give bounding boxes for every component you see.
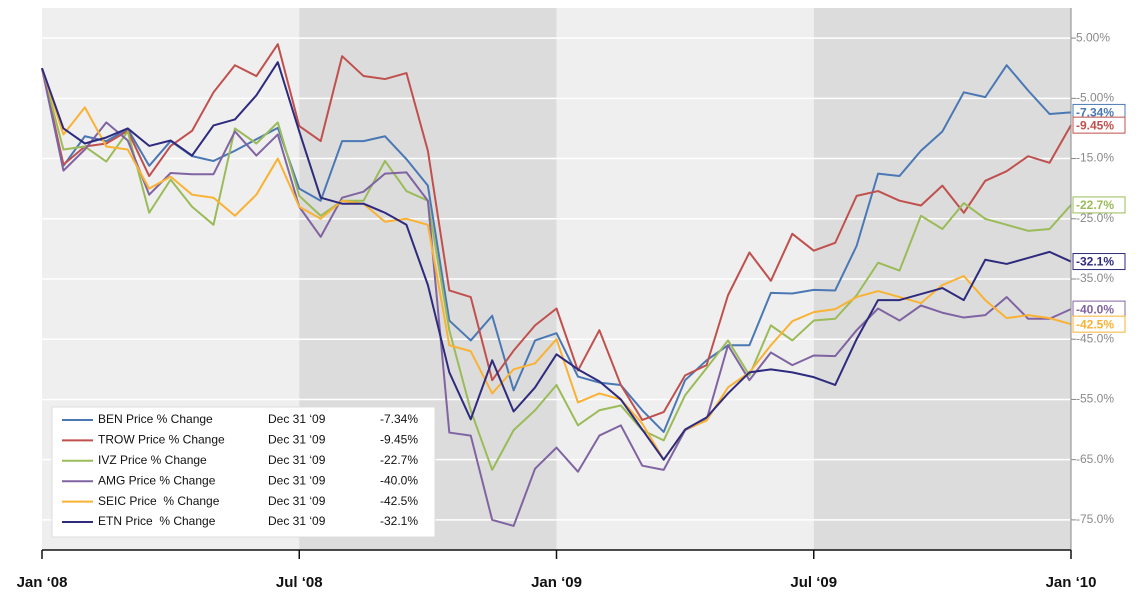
end-tag-box bbox=[1072, 315, 1126, 333]
legend-date: Dec 31 ‘09 bbox=[268, 514, 326, 528]
axes: 5.00% -5.00% -15.0% -25.0% -35.0% -45.0% -55.0… bbox=[17, 8, 1126, 591]
end-tag-box bbox=[1072, 253, 1126, 271]
end-tag-box bbox=[1072, 196, 1126, 214]
series-line bbox=[41, 67, 1072, 461]
legend-value: -32.1% bbox=[380, 514, 418, 528]
legend-value: -22.7% bbox=[380, 453, 418, 467]
legend: BEN Price % Change Dec 31 ‘09 -7.34% TROW P… bbox=[51, 406, 436, 538]
x-tick-label: Jan ‘08 bbox=[17, 574, 68, 591]
legend-value: -9.45% bbox=[380, 433, 418, 447]
end-tag: -40.0% bbox=[1076, 302, 1114, 316]
end-tag: -22.7% bbox=[1076, 198, 1114, 212]
legend-label: ETN Price % Change bbox=[98, 514, 216, 528]
y-tick-label: -15.0% bbox=[1076, 151, 1114, 165]
series-line bbox=[41, 61, 1072, 461]
end-tag: -32.1% bbox=[1076, 255, 1114, 269]
y-tick-label: 5.00% bbox=[1076, 30, 1110, 44]
legend-value: -40.0% bbox=[380, 473, 418, 487]
legend-label: IVZ Price % Change bbox=[98, 453, 207, 467]
y-tick-label: -5.00% bbox=[1076, 91, 1114, 105]
legend-date: Dec 31 ‘09 bbox=[268, 412, 326, 426]
legend-label: SEIC Price % Change bbox=[98, 494, 220, 508]
x-tick-label: Jan ‘10 bbox=[1046, 574, 1097, 591]
legend-date: Dec 31 ‘09 bbox=[268, 453, 326, 467]
y-tick-label: -75.0% bbox=[1076, 512, 1114, 526]
y-tick-label: -55.0% bbox=[1076, 392, 1114, 406]
legend-date: Dec 31 ‘09 bbox=[268, 473, 326, 487]
end-tag: -7.34% bbox=[1076, 106, 1114, 120]
series-line bbox=[41, 64, 1072, 433]
y-tick-label: -45.0% bbox=[1076, 331, 1114, 345]
y-tick-label: -35.0% bbox=[1076, 271, 1114, 285]
end-tag: -42.5% bbox=[1076, 317, 1114, 331]
legend-box bbox=[51, 406, 436, 538]
legend-label: BEN Price % Change bbox=[98, 412, 213, 426]
x-tick-label: Jan ‘09 bbox=[531, 574, 582, 591]
legend-value: -7.34% bbox=[380, 412, 418, 426]
series-line bbox=[41, 43, 1072, 421]
legend-label: TROW Price % Change bbox=[98, 433, 225, 447]
end-tag: -9.45% bbox=[1076, 118, 1114, 132]
y-tick-label: -25.0% bbox=[1076, 211, 1114, 225]
legend-date: Dec 31 ‘09 bbox=[268, 494, 326, 508]
x-tick-label: Jul ‘08 bbox=[276, 574, 323, 591]
series-line bbox=[41, 68, 1072, 527]
series-lines bbox=[41, 43, 1072, 527]
x-tick-label: Jul ‘09 bbox=[790, 574, 837, 591]
series-line bbox=[41, 67, 1072, 471]
y-tick-label: -65.0% bbox=[1076, 452, 1114, 466]
legend-label: AMG Price % Change bbox=[98, 473, 216, 487]
legend-date: Dec 31 ‘09 bbox=[268, 433, 326, 447]
legend-value: -42.5% bbox=[380, 494, 418, 508]
end-tag-box bbox=[1072, 116, 1126, 134]
